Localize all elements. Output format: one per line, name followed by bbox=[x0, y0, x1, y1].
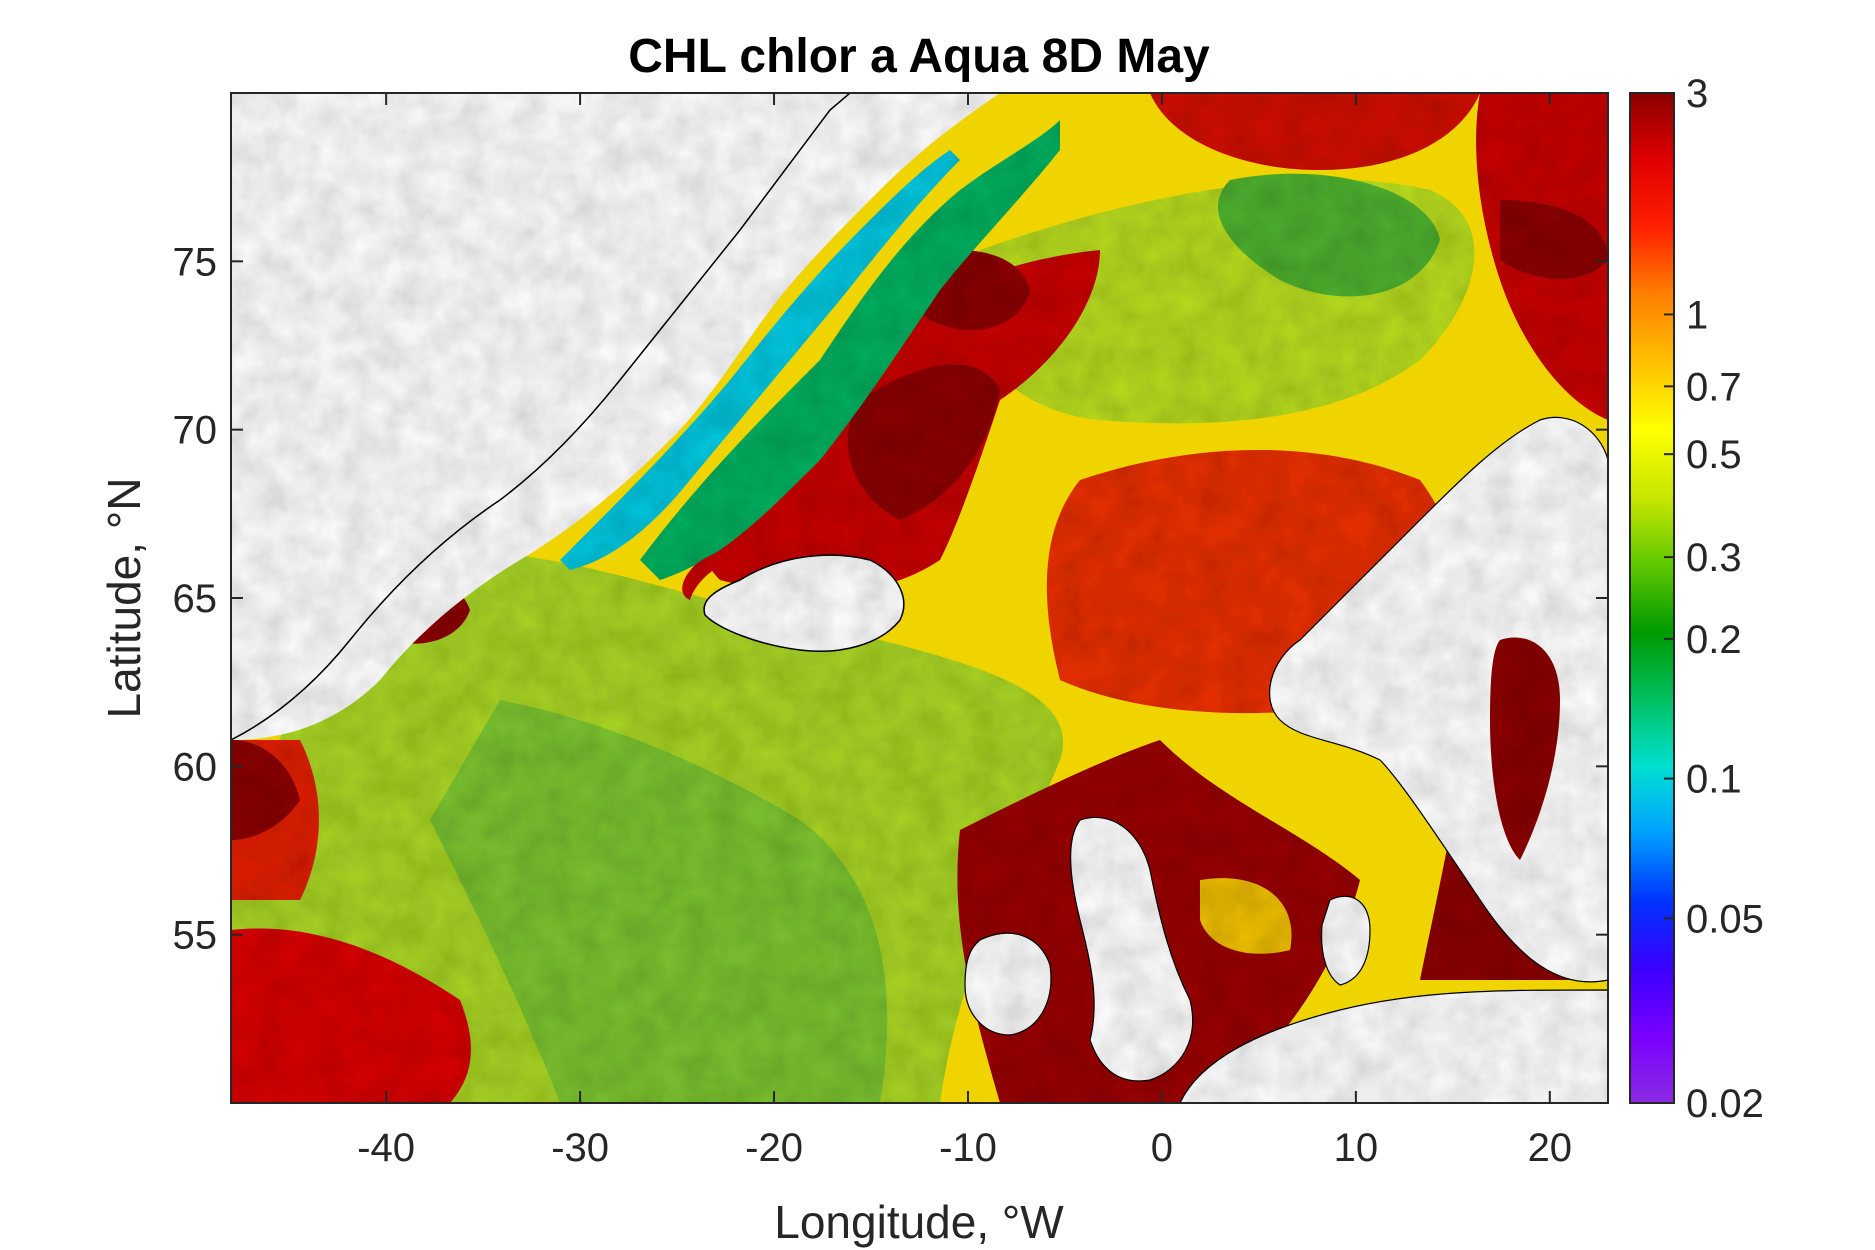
x-axis: -40 -30 -20 -10 0 10 20 bbox=[357, 93, 1572, 1170]
ireland-land bbox=[964, 932, 1052, 1036]
colorbar-tick-label: 1 bbox=[1686, 293, 1708, 337]
denmark-land bbox=[1320, 895, 1371, 986]
ice-edge-green bbox=[640, 120, 1060, 580]
colorbar-tick-label: 0.2 bbox=[1686, 618, 1742, 662]
chlorophyll-field bbox=[231, 93, 1608, 1103]
x-tick-label: -40 bbox=[357, 1126, 415, 1170]
colorbar-tick-label: 0.3 bbox=[1686, 536, 1742, 580]
x-tick-label: 10 bbox=[1334, 1126, 1379, 1170]
y-tick-label: 55 bbox=[173, 914, 218, 958]
x-tick-label: -30 bbox=[551, 1126, 609, 1170]
x-axis-label: Longitude, °W bbox=[774, 1196, 1064, 1248]
bothnia-dark bbox=[1490, 637, 1560, 860]
great-britain-land bbox=[1069, 816, 1194, 1082]
greenland-coastline bbox=[231, 93, 851, 741]
continent-land bbox=[1179, 989, 1608, 1103]
y-tick-label: 65 bbox=[173, 577, 218, 621]
ice-edge-cyan bbox=[560, 150, 960, 570]
north-green-core bbox=[1218, 173, 1440, 297]
y-tick-label: 75 bbox=[173, 240, 218, 284]
x-tick-label: -20 bbox=[745, 1126, 803, 1170]
colorbar-tick-label: 0.7 bbox=[1686, 365, 1742, 409]
y-axis-label: Latitude, °N bbox=[98, 478, 150, 719]
jan-mayen-dark-red bbox=[847, 364, 1000, 520]
colorbar-ticks: 0.02 0.05 0.1 0.2 0.3 0.5 0.7 1 3 bbox=[1664, 72, 1764, 1126]
y-tick-label: 60 bbox=[173, 745, 218, 789]
y-tick-label: 70 bbox=[173, 409, 218, 453]
x-tick-label: 0 bbox=[1151, 1126, 1173, 1170]
colorbar-tick-label: 0.5 bbox=[1686, 433, 1742, 477]
colorbar bbox=[1630, 93, 1674, 1103]
iceland-land bbox=[703, 554, 905, 652]
colorbar-tick-label: 0.1 bbox=[1686, 758, 1742, 802]
skagerrak-yellow bbox=[1200, 878, 1292, 954]
colorbar-tick-label: 3 bbox=[1686, 72, 1708, 116]
colorbar-frame bbox=[1629, 92, 1675, 1104]
colorbar-tick-label: 0.05 bbox=[1686, 897, 1764, 941]
y-axis: 55 60 65 70 75 bbox=[173, 240, 1608, 958]
labrador-dark bbox=[231, 740, 300, 840]
southwest-red bbox=[231, 928, 471, 1103]
chart-title: CHL chlor a Aqua 8D May bbox=[628, 30, 1210, 83]
x-tick-label: 20 bbox=[1528, 1126, 1573, 1170]
fram-red bbox=[1150, 93, 1480, 170]
x-tick-label: -10 bbox=[939, 1126, 997, 1170]
map-area bbox=[231, 93, 1608, 1103]
greenland-ice-no-data bbox=[231, 93, 1000, 740]
iceland-red-ring bbox=[682, 544, 780, 600]
atlantic-green-core bbox=[430, 700, 888, 1103]
colorbar-tick-label: 0.02 bbox=[1686, 1082, 1764, 1126]
barents-dark bbox=[1500, 200, 1608, 279]
